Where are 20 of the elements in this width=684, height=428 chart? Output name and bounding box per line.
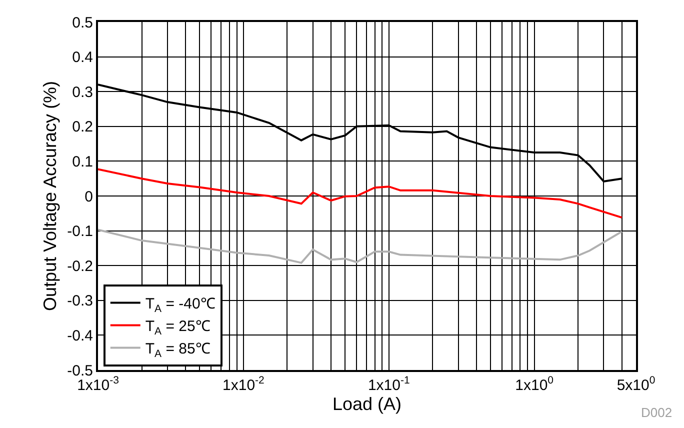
legend-label: T$_{A}$ = 85℃	[145, 340, 210, 360]
y-tick-label: -0.1	[67, 223, 93, 240]
y-tick-label: 0.5	[72, 14, 93, 32]
y-tick-label: 0.3	[72, 84, 93, 101]
y-tick-label: 0.4	[72, 49, 93, 66]
x-tick-label: 1x10$^{-1}$	[368, 374, 410, 394]
legend-label: T$_{A}$ = -40℃	[145, 296, 216, 315]
x-axis-title: Load (A)	[332, 394, 402, 414]
text: D002	[641, 405, 672, 420]
legend-label: T$_{A}$ = 25℃	[145, 318, 210, 338]
x-tick-label: 1x10$^{-2}$	[222, 374, 265, 394]
y-axis-title: Output Voltage Accuracy (%)	[40, 80, 60, 312]
y-tick-label: 0	[84, 188, 93, 206]
x-tick-label: 1x10$^{0}$	[515, 374, 554, 394]
y-tick-label: -0.3	[67, 292, 93, 310]
y-tick-label: -0.4	[67, 327, 93, 344]
y-tick-label: 0.2	[72, 118, 93, 136]
y-tick-label: -0.2	[67, 258, 93, 275]
y-tick-label: 0.1	[72, 153, 93, 170]
x-tick-label: 5x10$^{0}$	[616, 374, 656, 394]
